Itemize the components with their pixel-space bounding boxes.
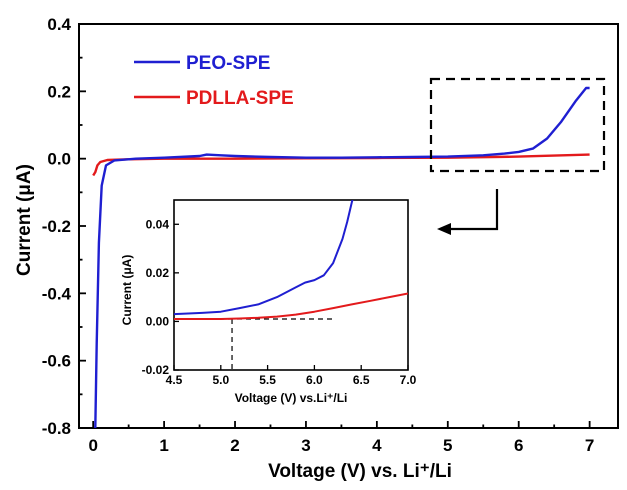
main-y-tick-label: -0.2 (42, 217, 71, 236)
main-axis-ticks: 0 1 2 3 4 5 6 7 0.4 0.2 0.0 -0.2 -0.4 -0.6 -0.8 (42, 15, 595, 455)
inset-x-axis-title: Voltage (V) vs.Li⁺/Li (235, 391, 348, 405)
inset-y-tick-label: -0.02 (142, 363, 170, 377)
zoom-region-box (429, 77, 606, 173)
inset-y-tick-label: 0.04 (146, 217, 170, 231)
main-y-tick-label: 0.2 (47, 82, 71, 101)
inset-series-line-peo-spe (174, 200, 354, 316)
inset-series-lines (174, 200, 408, 370)
legend: PEO-SPE PDLLA-SPE (134, 53, 294, 109)
main-x-tick-label: 5 (443, 436, 452, 455)
main-x-axis-title: Voltage (V) vs. Li⁺/Li (268, 461, 452, 482)
main-y-tick-label: -0.4 (42, 284, 72, 303)
inset-y-axis-title: Current (μA) (120, 255, 134, 326)
main-x-tick-label: 4 (372, 436, 382, 455)
main-series-lines (92, 86, 590, 428)
inset-y-tick-label: 0.02 (146, 266, 170, 280)
inset-x-tick-label: 5.0 (212, 373, 229, 387)
inset-x-tick-label: 6.5 (353, 373, 370, 387)
main-y-tick-label: 0.4 (47, 15, 71, 34)
inset-x-tick-label: 5.5 (259, 373, 276, 387)
main-y-tick-label: -0.8 (42, 419, 71, 438)
main-x-tick-label: 3 (301, 436, 310, 455)
main-x-tick-label: 6 (514, 436, 523, 455)
inset-x-tick-label: 6.0 (306, 373, 323, 387)
inset-series-line-pdlla-spe (174, 292, 408, 320)
legend-label-peo: PEO-SPE (186, 53, 270, 74)
inset-x-tick-label: 7.0 (400, 373, 417, 387)
main-x-tick-label: 7 (585, 436, 594, 455)
main-x-axis-title-text: Voltage (V) vs. Li⁺/Li (268, 461, 452, 482)
main-x-tick-label: 0 (88, 436, 97, 455)
zoom-arrow (437, 189, 499, 235)
inset-y-tick-label: 0.00 (146, 315, 170, 329)
legend-label-pdlla: PDLLA-SPE (186, 88, 294, 109)
inset-x-tick-label: 4.5 (166, 373, 183, 387)
main-y-tick-label: -0.6 (42, 352, 71, 371)
main-series-line-peo-spe (94, 86, 590, 428)
inset-plot-frame (173, 199, 409, 371)
main-x-tick-label: 1 (159, 436, 168, 455)
main-series-line-pdlla-spe (92, 153, 590, 177)
main-x-tick-label: 2 (230, 436, 239, 455)
main-y-tick-label: 0.0 (47, 150, 71, 169)
main-y-axis-title: Current (μA) (14, 164, 35, 276)
inset-axis-ticks: 4.5 5.0 5.5 6.0 6.5 7.0 0.04 0.02 0.00 -0.02 (142, 217, 417, 387)
